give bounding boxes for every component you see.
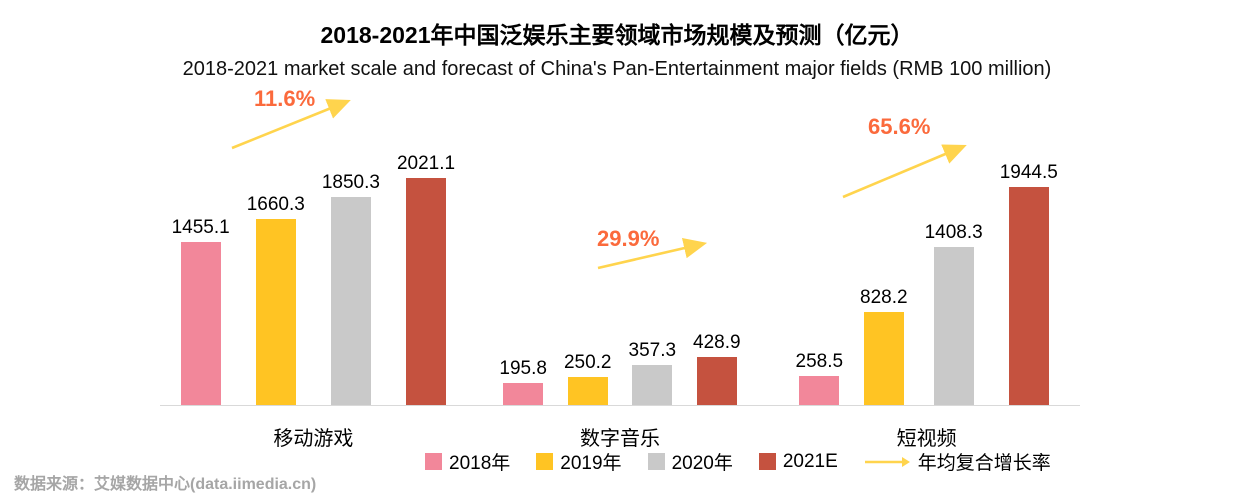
data-source-note: 数据来源：艾媒数据中心(data.iimedia.cn) bbox=[14, 476, 317, 493]
bar-短视频-2020年 bbox=[933, 247, 974, 405]
chart-title: 2018-2021年中国泛娱乐主要领域市场规模及预测（亿元） bbox=[320, 22, 914, 48]
bar-移动游戏-2018年 bbox=[180, 242, 221, 405]
legend: 2018年 2019年 2020年 2021E 年均复合增长率 bbox=[425, 448, 1051, 475]
bar-column: 258.5 bbox=[795, 351, 844, 405]
legend-item-2018年: 2018年 bbox=[425, 448, 510, 475]
bar-value-label: 1944.5 bbox=[999, 162, 1058, 183]
legend-label: 2019年 bbox=[560, 453, 622, 474]
bar-value-label: 1408.3 bbox=[924, 222, 983, 243]
bar-column: 1944.5 bbox=[1000, 162, 1058, 405]
bar-column: 357.3 bbox=[628, 340, 677, 405]
bar-数字音乐-2018年 bbox=[503, 383, 544, 405]
bar-value-label: 357.3 bbox=[628, 340, 677, 361]
legend-swatch bbox=[536, 453, 554, 470]
bar-column: 1455.1 bbox=[172, 217, 230, 405]
legend-swatch bbox=[425, 453, 442, 470]
bar-value-label: 250.2 bbox=[563, 352, 612, 373]
growth-annotation-mobile-games: 11.6% bbox=[254, 86, 316, 111]
bar-value-label: 428.9 bbox=[693, 332, 741, 353]
x-axis-line bbox=[160, 405, 1080, 406]
bar-value-label: 1455.1 bbox=[171, 217, 230, 238]
bar-value-label: 828.2 bbox=[860, 287, 908, 308]
bar-数字音乐-2020年 bbox=[632, 365, 673, 405]
legend-swatch bbox=[647, 453, 665, 470]
plot-area: 1455.1 1660.3 1850.3 2021.1 195.8 250.2 357.3… bbox=[160, 153, 1080, 451]
growth-annotation-digital-music: 29.9% bbox=[597, 226, 660, 251]
category-labels-row: 移动游戏 数字音乐 短视频 bbox=[160, 406, 1080, 451]
legend-item-2020年: 2020年 bbox=[647, 448, 733, 475]
bar-数字音乐-2021E bbox=[696, 357, 737, 405]
bar-column: 1660.3 bbox=[247, 194, 305, 405]
bar-group-short-video: 258.5 828.2 1408.3 1944.5 bbox=[773, 162, 1080, 405]
cagr-arrow-icon bbox=[864, 456, 910, 467]
bars-row: 1455.1 1660.3 1850.3 2021.1 195.8 250.2 357.3… bbox=[160, 153, 1080, 405]
growth-annotation-short-video: 65.6% bbox=[868, 114, 931, 139]
bar-group-digital-music: 195.8 250.2 357.3 428.9 bbox=[467, 332, 774, 405]
category-label-mobile-games: 移动游戏 bbox=[273, 428, 354, 450]
bar-短视频-2019年 bbox=[863, 312, 904, 405]
legend-swatch bbox=[758, 453, 776, 470]
bar-数字音乐-2019年 bbox=[567, 377, 608, 405]
legend-item-cagr: 年均复合增长率 bbox=[864, 448, 1051, 475]
category-label-digital-music: 数字音乐 bbox=[580, 428, 660, 450]
bar-移动游戏-2021E bbox=[406, 178, 447, 405]
bar-移动游戏-2019年 bbox=[255, 219, 296, 405]
legend-label-cagr: 年均复合增长率 bbox=[917, 453, 1051, 474]
bar-column: 828.2 bbox=[860, 287, 908, 405]
bar-短视频-2021E bbox=[1008, 187, 1049, 405]
bar-column: 428.9 bbox=[693, 332, 741, 405]
category-label-short-video: 短视频 bbox=[896, 428, 957, 450]
bar-column: 195.8 bbox=[499, 358, 547, 405]
bar-column: 2021.1 bbox=[397, 153, 455, 405]
bar-value-label: 2021.1 bbox=[396, 153, 456, 174]
bar-group-mobile-games: 1455.1 1660.3 1850.3 2021.1 bbox=[160, 153, 467, 405]
legend-label: 2018年 bbox=[449, 453, 511, 474]
legend-series-items: 2018年 2019年 2020年 2021E bbox=[425, 448, 838, 475]
bar-column: 250.2 bbox=[564, 352, 612, 405]
bar-value-label: 195.8 bbox=[499, 358, 547, 379]
bar-短视频-2018年 bbox=[799, 376, 840, 405]
bar-column: 1850.3 bbox=[322, 172, 380, 405]
legend-label: 2021E bbox=[782, 450, 838, 472]
bar-column: 1408.3 bbox=[925, 222, 983, 405]
bar-value-label: 258.5 bbox=[795, 351, 844, 372]
chart-subtitle: 2018-2021 market scale and forecast of C… bbox=[182, 58, 1052, 80]
bar-移动游戏-2020年 bbox=[330, 197, 371, 405]
legend-item-2021E: 2021E bbox=[758, 450, 838, 473]
legend-label: 2020年 bbox=[671, 453, 733, 474]
bar-value-label: 1850.3 bbox=[321, 172, 380, 193]
legend-item-2019年: 2019年 bbox=[536, 448, 622, 475]
bar-value-label: 1660.3 bbox=[246, 194, 305, 215]
